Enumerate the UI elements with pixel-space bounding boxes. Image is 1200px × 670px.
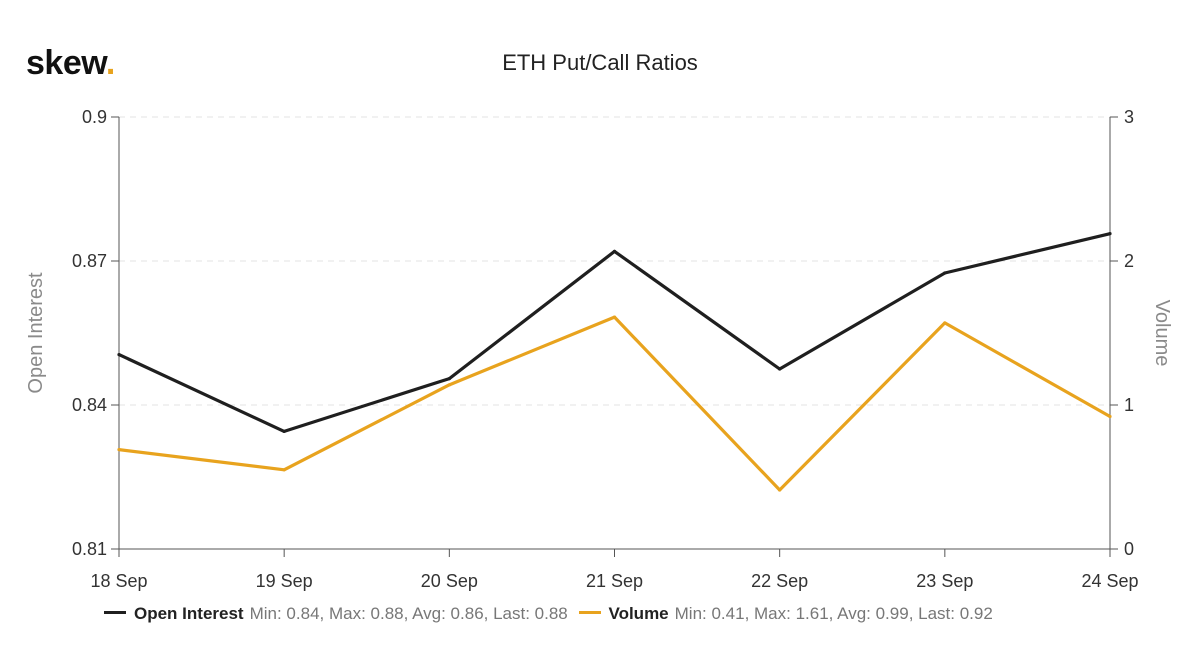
logo-dot: .: [105, 44, 115, 82]
data-point-volume: [447, 383, 451, 387]
series-line-volume: [118, 315, 1111, 492]
data-point-open-interest: [778, 367, 782, 371]
x-tick-label: 21 Sep: [586, 571, 643, 591]
y-left-tick-label: 0.81: [72, 539, 107, 559]
data-point-volume: [282, 468, 286, 472]
data-point-open-interest: [612, 249, 617, 253]
y-left-tick-label: 0.9: [82, 107, 107, 127]
chart-title: ETH Put/Call Ratios: [502, 50, 698, 75]
legend-label-open-interest: Open Interest: [134, 604, 244, 623]
y-right-tick-label: 0: [1124, 539, 1134, 559]
data-point-volume: [943, 321, 947, 325]
data-point-open-interest: [117, 353, 121, 357]
data-point-volume: [1108, 414, 1112, 419]
x-tick-label: 20 Sep: [421, 571, 478, 591]
data-point-volume: [778, 488, 782, 492]
data-point-open-interest: [447, 377, 451, 381]
y-right-tick-label: 2: [1124, 251, 1134, 271]
legend-item-open-interest[interactable]: Open Interest Min: 0.84, Max: 0.88, Avg: …: [104, 604, 568, 624]
y-left-axis-title: Open Interest: [25, 272, 47, 394]
x-tick-label: 23 Sep: [916, 571, 973, 591]
skew-logo: skew.: [26, 44, 115, 83]
data-point-open-interest: [1108, 232, 1112, 236]
data-point-open-interest: [282, 429, 286, 433]
legend-swatch-volume: [578, 611, 601, 615]
data-point-volume: [117, 448, 121, 452]
y-left-tick-label: 0.84: [72, 395, 107, 415]
y-right-axis-title: Volume: [1151, 300, 1173, 367]
x-tick-label: 24 Sep: [1081, 571, 1138, 591]
y-left-tick-label: 0.87: [72, 251, 107, 271]
legend-swatch-open-interest: [104, 611, 126, 615]
data-point-volume: [612, 315, 617, 319]
logo-text: skew: [26, 44, 106, 82]
y-right-tick-label: 3: [1124, 107, 1134, 127]
y-right-tick-label: 1: [1124, 395, 1134, 415]
legend-item-volume[interactable]: Volume Min: 0.41, Max: 1.61, Avg: 0.99, L…: [578, 604, 993, 624]
x-tick-label: 18 Sep: [90, 571, 147, 591]
legend-label-volume: Volume: [608, 604, 669, 623]
x-tick-label: 22 Sep: [751, 571, 808, 591]
x-tick-label: 19 Sep: [256, 571, 313, 591]
legend-stats-open-interest: Min: 0.84, Max: 0.88, Avg: 0.86, Last: 0…: [249, 604, 568, 623]
legend: Open Interest Min: 0.84, Max: 0.88, Avg: …: [104, 604, 999, 624]
legend-stats-volume: Min: 0.41, Max: 1.61, Avg: 0.99, Last: 0…: [674, 604, 993, 623]
data-point-open-interest: [943, 271, 947, 275]
